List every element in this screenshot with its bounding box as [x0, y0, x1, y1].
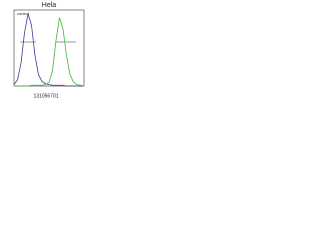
annotation: control: [17, 11, 29, 16]
plot-frame: [13, 9, 85, 87]
series-line: [13, 13, 84, 87]
footer-id: 131056701: [33, 93, 58, 99]
chart-title: Hela: [42, 2, 57, 9]
series-line: [14, 17, 85, 87]
chart: Hela control 131056701: [13, 2, 85, 99]
